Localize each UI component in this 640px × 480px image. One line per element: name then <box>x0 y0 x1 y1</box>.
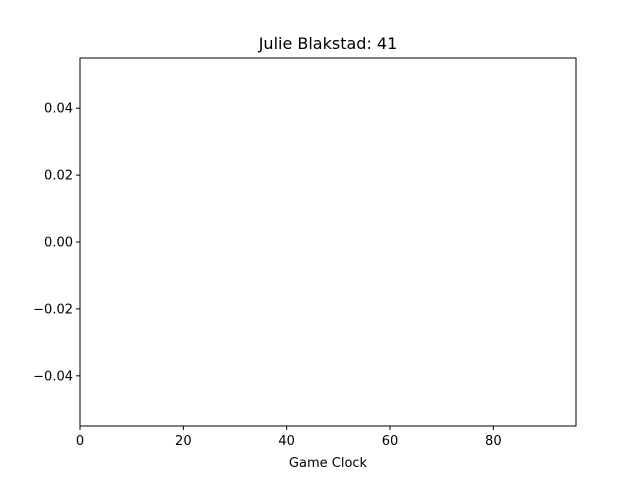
y-tick-label: −0.04 <box>33 369 73 384</box>
x-tick-label: 60 <box>382 434 399 449</box>
y-tick-label: 0.04 <box>44 102 73 117</box>
y-axis-ticks: −0.04 −0.02 0.00 0.02 0.04 <box>33 102 80 384</box>
x-tick-label: 40 <box>278 434 295 449</box>
plot-area-frame <box>79 57 577 427</box>
y-tick-label: −0.02 <box>33 302 73 317</box>
x-axis-title: Game Clock <box>289 456 368 471</box>
x-axis-ticks: 0 20 40 60 80 <box>76 426 502 449</box>
y-tick-label: 0.02 <box>44 169 73 184</box>
x-tick-label: 0 <box>76 434 84 449</box>
chart-title: Julie Blakstad: 41 <box>258 34 398 53</box>
x-tick-label: 20 <box>175 434 192 449</box>
y-tick-label: 0.00 <box>44 236 73 251</box>
x-tick-label: 80 <box>485 434 502 449</box>
